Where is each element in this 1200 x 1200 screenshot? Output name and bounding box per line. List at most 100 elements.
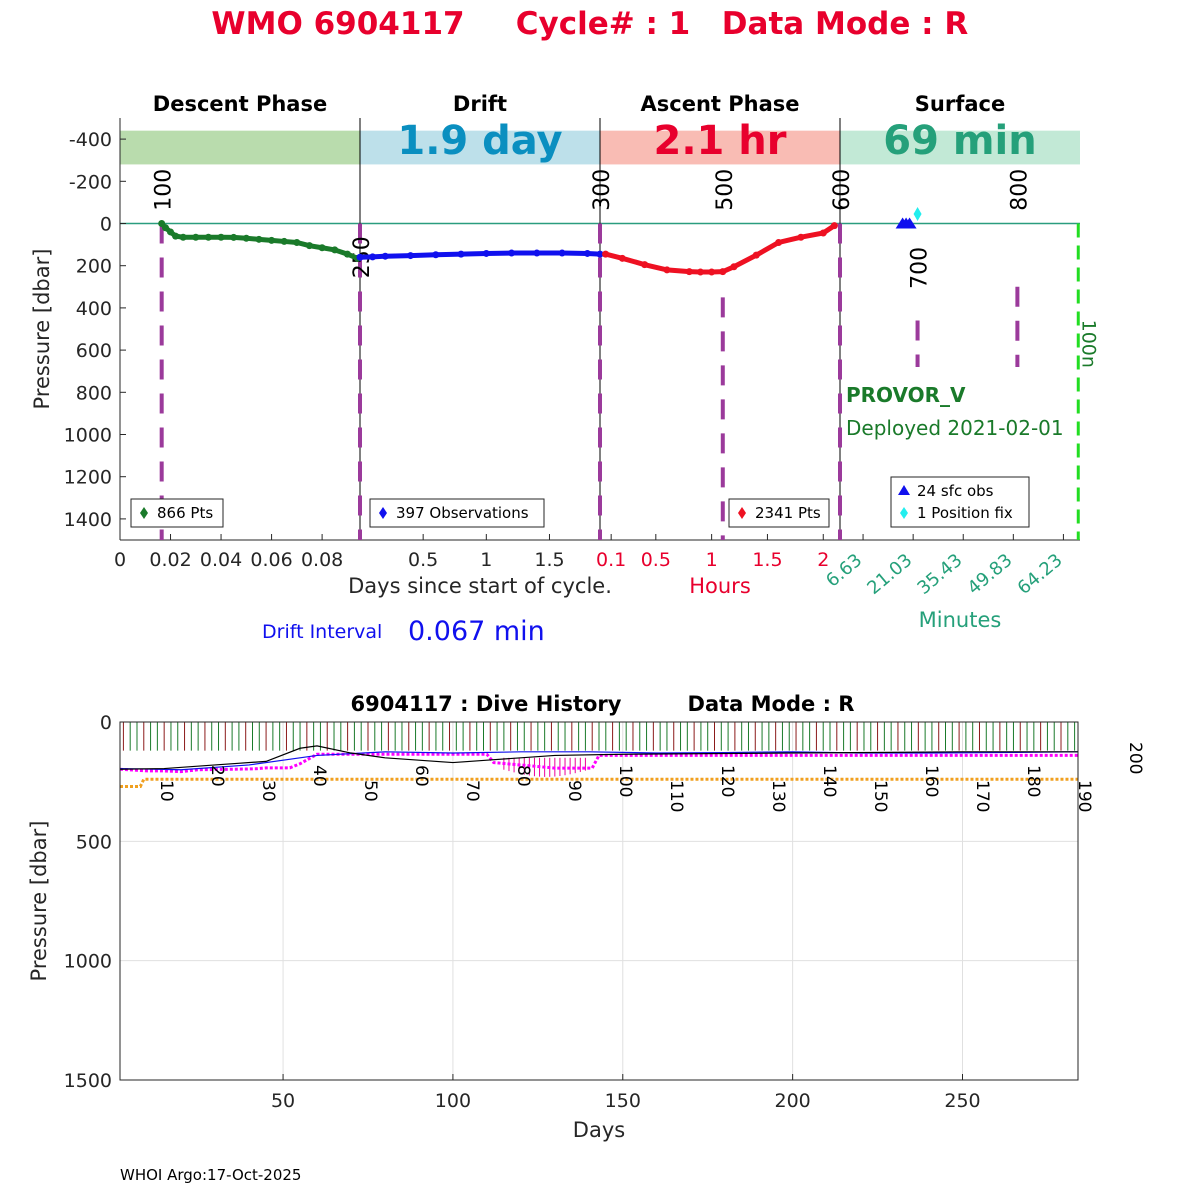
cycle-number-label: 60: [411, 765, 431, 787]
y-tick-label: 400: [76, 298, 112, 320]
y-tick-label: 800: [76, 382, 112, 404]
profile-point: [331, 246, 339, 254]
x-tick-label: 0.1: [596, 549, 626, 571]
history-series-line: [120, 777, 1078, 788]
drift-interval-label: Drift Interval: [262, 621, 382, 643]
legend-label: 397 Observations: [396, 504, 529, 522]
surface-obs-point: [902, 217, 917, 229]
y-tick-label: -200: [69, 171, 112, 193]
legend-marker: [898, 485, 910, 495]
y-tick-label: 1400: [64, 509, 112, 531]
legend-box: [369, 498, 545, 528]
cycle-number-label: 30: [258, 780, 278, 802]
y-tick-label: 1000: [64, 951, 112, 973]
x-tick-label: 100: [435, 1090, 471, 1112]
cycle-marker-label: 100: [152, 169, 177, 211]
profile-point: [280, 237, 288, 245]
profile-point: [179, 233, 187, 241]
cycle-number-label: 120: [717, 765, 737, 797]
x-tick-label: 150: [605, 1090, 641, 1112]
cycle-number-label: 50: [360, 780, 380, 802]
profile-point: [719, 268, 727, 276]
profile-point: [482, 249, 490, 257]
phase-band: [360, 130, 600, 165]
cycle-number-label: 200: [1125, 742, 1145, 774]
profile-point: [830, 222, 838, 230]
phase-band: [600, 130, 840, 165]
footer-credit: WHOI Argo:17-Oct-2025: [120, 1166, 302, 1184]
profile-point: [381, 252, 389, 260]
profile-point: [596, 250, 604, 258]
profile-point: [797, 233, 805, 241]
y-axis-label: Pressure [dbar]: [27, 821, 51, 982]
cycle-marker-label: 800: [1007, 169, 1032, 211]
cycle-number-label: 70: [462, 780, 482, 802]
profile-point: [230, 233, 238, 241]
legend-box: [890, 476, 1030, 528]
profile-point: [508, 249, 516, 257]
y-tick-label: -400: [69, 129, 112, 151]
x-tick-label: 0.08: [301, 549, 343, 571]
legend-label: 2341 Pts: [755, 504, 821, 522]
profile-point: [533, 249, 541, 257]
legend-marker: [379, 507, 387, 519]
cycle-number-label: 100: [615, 765, 635, 797]
x-tick-label: 0.02: [149, 549, 191, 571]
y-tick-label: 200: [76, 256, 112, 278]
x-tick-label: 1.5: [752, 549, 782, 571]
phase-title: Descent Phase: [153, 92, 327, 116]
profile-point: [752, 251, 760, 259]
profile-point: [167, 228, 175, 236]
profile-point: [819, 229, 827, 237]
phase-duration: 1.9 day: [397, 118, 562, 164]
profile-point: [318, 244, 326, 252]
limit-line-label: 100n: [1077, 320, 1099, 368]
cycle-number-label: 80: [513, 765, 533, 787]
phase-band: [840, 130, 1080, 165]
x-tick-label: 1.5: [534, 549, 564, 571]
cycle-number-label: 180: [1023, 765, 1043, 797]
profile-point: [685, 268, 693, 276]
x-tick-label: 1: [480, 549, 492, 571]
profile-point: [242, 234, 250, 242]
x-tick-label: 0: [114, 549, 126, 571]
title-mode: Data Mode : R: [722, 6, 969, 42]
history-series-line: [119, 752, 1078, 774]
x-tick-label: 2: [817, 549, 829, 571]
profile-point: [457, 250, 465, 258]
x-tick-label: 250: [944, 1090, 980, 1112]
cycle-marker-label: 500: [713, 169, 738, 211]
x-tick-label: 0.04: [200, 549, 242, 571]
y-tick-label: 0: [100, 712, 112, 734]
profile-point: [204, 233, 212, 241]
x-tick-label: 200: [775, 1090, 811, 1112]
x-tick-label: 0.06: [250, 549, 292, 571]
position-fix-point: [913, 207, 922, 222]
x-tick-label: 0.5: [641, 549, 671, 571]
profile-point: [192, 233, 200, 241]
y-tick-label: 600: [76, 340, 112, 362]
profile-point: [356, 253, 364, 261]
cycle-number-label: 40: [309, 765, 329, 787]
x-tick-label: 50: [271, 1090, 295, 1112]
profile-point: [583, 249, 591, 257]
cycle-number-label: 110: [666, 780, 686, 812]
legend-label: 866 Pts: [157, 504, 213, 522]
profile-point: [305, 242, 313, 250]
profile-point: [293, 238, 301, 246]
x-tick-label: 64.23: [1014, 550, 1067, 599]
profile-point: [602, 250, 610, 258]
phase-title: Drift: [453, 92, 507, 116]
x-tick-label: 0.5: [408, 549, 438, 571]
title-cycle: Cycle# : 1: [516, 6, 691, 42]
y-tick-label: 500: [76, 831, 112, 853]
float-type: PROVOR_V: [846, 383, 966, 407]
profile-point: [696, 268, 704, 276]
profile-point: [172, 232, 180, 240]
legend-label: 1 Position fix: [917, 504, 1013, 522]
cycle-number-label: 170: [972, 780, 992, 812]
cycle-number-label: 90: [564, 780, 584, 802]
y-tick-label: 1200: [64, 467, 112, 489]
